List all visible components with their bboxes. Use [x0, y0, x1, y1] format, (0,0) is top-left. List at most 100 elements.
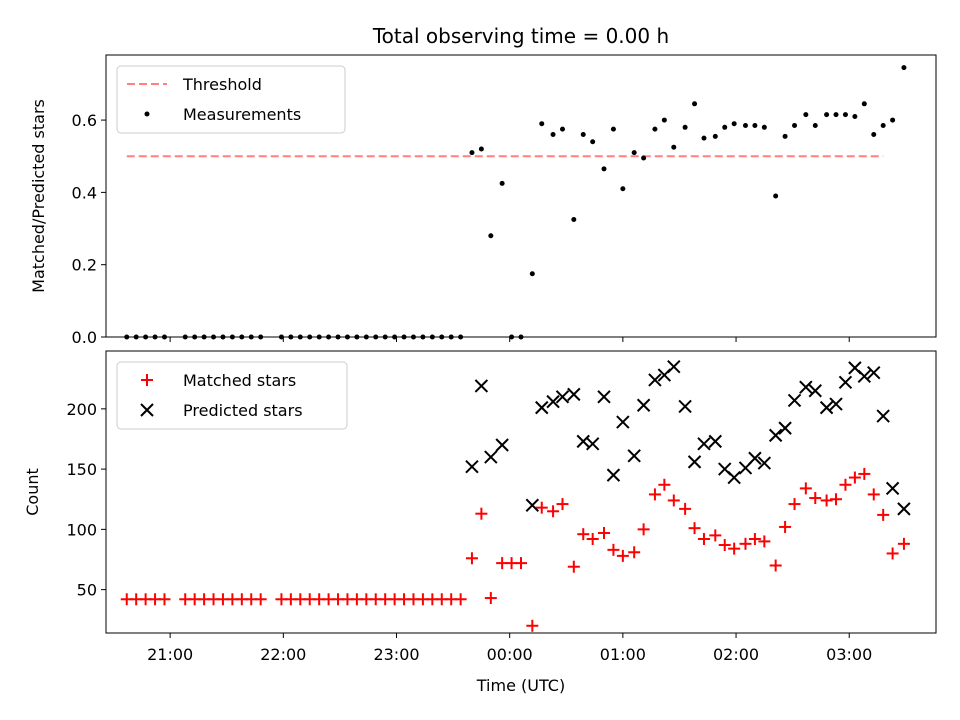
measurement-point	[890, 117, 896, 123]
measurement-point	[782, 133, 788, 139]
matched-star-point	[667, 494, 680, 507]
predicted-star-point	[697, 437, 711, 451]
count-x-tick-label: 23:00	[373, 645, 419, 664]
matched-star-point	[867, 488, 880, 501]
predicted-star-point	[727, 470, 741, 485]
ratio-panel: 0.0 0.2 0.4 0.6 Matched/Predicted stars Thr…	[29, 54, 937, 347]
predicted-star-point	[567, 387, 581, 402]
matched-star-point	[679, 502, 692, 515]
count-x-tick-label: 01:00	[600, 645, 646, 664]
measurement-point	[478, 146, 484, 152]
matched-star-point	[739, 537, 752, 550]
predicted-star-point	[768, 428, 783, 443]
matched-star-point	[616, 549, 629, 562]
predicted-star-point	[678, 399, 692, 414]
count-x-tick-label: 21:00	[147, 645, 193, 664]
predicted-star-point	[648, 373, 662, 387]
matched-star-point	[688, 522, 701, 535]
measurement-point	[852, 113, 858, 119]
measurement-point	[469, 150, 475, 156]
ratio-axes-frame	[105, 54, 937, 338]
matched-star-point	[607, 543, 620, 556]
matched-star-point	[718, 539, 731, 552]
ratio-y-tick-label: 0.2	[72, 256, 97, 275]
measurement-point	[861, 101, 867, 107]
ratio-legend-box	[116, 65, 346, 134]
ratio-y-tick-label: 0.4	[72, 183, 97, 202]
measurement-point	[529, 271, 535, 277]
matched-star-point	[788, 498, 801, 511]
legend-threshold-label: Threshold	[182, 75, 262, 94]
matched-star-point	[648, 488, 661, 501]
count-y-tick-label: 200	[66, 400, 97, 419]
matched-star-point	[709, 529, 722, 542]
measurement-point	[631, 150, 637, 156]
legend-matched-label: Matched stars	[183, 371, 296, 390]
measurement-point	[842, 112, 848, 118]
predicted-star-point	[474, 379, 489, 393]
measurement-point	[590, 139, 596, 145]
count-panel: 50 100 150 200 21:00 22:00 23:00 00:00 01:00 02:0…	[23, 350, 937, 695]
measurement-point	[761, 124, 767, 130]
predicted-star-point	[808, 384, 822, 398]
matched-star-point	[877, 508, 890, 521]
matched-star-point	[628, 546, 641, 559]
measurement-point	[722, 124, 728, 130]
count-y-tick-label: 150	[66, 460, 97, 479]
matched-star-point	[465, 552, 478, 565]
measurement-point	[773, 193, 779, 199]
measurement-point	[701, 135, 707, 141]
ratio-legend: Threshold Measurements	[116, 65, 346, 134]
measurement-point	[692, 101, 698, 107]
measurement-point	[824, 112, 830, 118]
measurement-point	[601, 166, 607, 172]
predicted-star-point	[484, 450, 498, 464]
matched-star-point	[637, 523, 650, 536]
count-axes-frame	[105, 350, 937, 634]
count-axes: 50 100 150 200 21:00 22:00 23:00 00:00 01:00 02:0…	[66, 350, 937, 664]
predicted-star-point	[495, 438, 509, 452]
matched-star-point	[728, 542, 741, 555]
measurement-point	[742, 123, 748, 128]
predicted-star-point	[799, 380, 813, 394]
matched-star-point	[886, 547, 899, 560]
ratio-y-axis-label: Matched/Predicted stars	[29, 99, 48, 293]
predicted-star-point	[867, 365, 881, 380]
count-legend: Matched stars Predicted stars	[116, 361, 348, 430]
legend-measurements-label: Measurements	[183, 105, 301, 124]
chart-title: Total observing time = 0.00 h	[372, 24, 669, 48]
ratio-y-tick-label: 0.0	[72, 328, 97, 347]
predicted-star-point	[819, 400, 834, 415]
predicted-star-point	[708, 434, 723, 449]
measurement-point	[880, 123, 886, 128]
count-legend-box	[116, 361, 348, 430]
matched-star-point	[158, 593, 171, 606]
predicted-star-point	[829, 397, 843, 411]
measurement-point	[752, 123, 758, 128]
ratio-y-tick-label: 0.6	[72, 111, 97, 130]
legend-predicted-label: Predicted stars	[183, 401, 303, 420]
predicted-star-point	[465, 459, 479, 474]
matched-star-point	[535, 501, 548, 514]
measurement-point	[871, 132, 877, 138]
predicted-star-point	[778, 421, 792, 435]
measurement-point	[652, 126, 658, 132]
measurement-point	[641, 155, 647, 161]
matched-star-point	[484, 592, 497, 605]
legend-matched-swatch	[141, 374, 153, 386]
ratio-axes: 0.0 0.2 0.4 0.6	[72, 54, 937, 347]
predicted-star-point	[885, 481, 900, 496]
measurement-point	[671, 144, 677, 150]
predicted-star-point	[535, 400, 549, 415]
measurement-point	[901, 65, 907, 71]
matched-star-point	[858, 467, 871, 480]
predicted-star-point	[546, 394, 560, 409]
measurement-point	[661, 117, 667, 123]
measurement-point	[682, 124, 688, 130]
count-x-axis-label: Time (UTC)	[476, 676, 565, 695]
matched-star-point	[830, 493, 843, 506]
matched-star-point	[598, 526, 610, 539]
predicted-star-point	[687, 455, 702, 469]
predicted-star-point	[597, 390, 611, 404]
predicted-star-point	[897, 502, 911, 516]
